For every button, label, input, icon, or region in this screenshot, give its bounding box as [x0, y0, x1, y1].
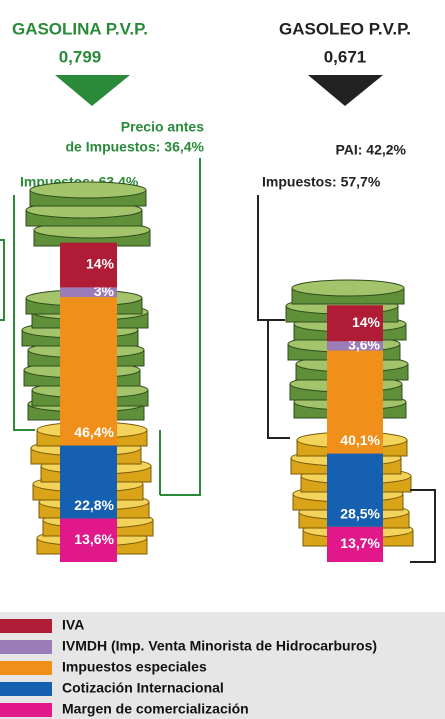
annotation: de Impuestos: 36,4% — [66, 139, 205, 155]
brackets — [0, 158, 436, 563]
bar-segment — [60, 445, 117, 519]
gasoleo-arrow — [308, 75, 383, 106]
annotation: PAI: 42,2% — [335, 142, 406, 158]
value-label: 13,6% — [74, 531, 114, 547]
gasolina-price: 0,799 — [59, 47, 102, 66]
legend-swatch — [0, 640, 52, 654]
bar-segment — [60, 297, 117, 446]
gasolina-title: GASOLINA P.V.P. — [12, 19, 148, 38]
bar-segment — [327, 453, 383, 527]
value-label: 40,1% — [340, 432, 380, 448]
value-label: 46,4% — [74, 424, 114, 440]
value-label: 22,8% — [74, 497, 114, 513]
legend-swatch — [0, 661, 52, 675]
annotation: Impuestos: 57,7% — [262, 174, 381, 190]
coin-top — [29, 181, 147, 199]
legend-swatch — [0, 703, 52, 717]
bar-segment — [60, 518, 117, 562]
legend-swatch — [0, 619, 52, 633]
value-label: 14% — [86, 256, 115, 272]
bar-segment — [327, 305, 383, 342]
value-label: 28,5% — [340, 505, 380, 521]
legend-label: Margen de comercialización — [62, 701, 249, 717]
bar-segment — [60, 242, 117, 288]
bar-segment — [327, 526, 383, 562]
value-label: 14% — [352, 314, 381, 330]
gasoleo-price: 0,671 — [324, 47, 367, 66]
coin-top — [291, 279, 405, 297]
legend-label: IVA — [62, 617, 84, 633]
legend: IVA IVMDH (Imp. Venta Minorista de Hidroc… — [0, 617, 377, 717]
bar-segment — [327, 341, 383, 351]
legend-background — [0, 612, 445, 719]
legend-label: Impuestos especiales — [62, 659, 207, 675]
bar-segment — [60, 287, 117, 298]
annotation: Precio antes — [121, 119, 204, 135]
bar-segment — [327, 350, 383, 454]
legend-label: IVMDH (Imp. Venta Minorista de Hidrocarb… — [62, 638, 377, 654]
bars: 13,6%22,8%46,4%3%14%13,7%28,5%40,1%3,6%1… — [60, 242, 383, 562]
gasoleo-title: GASOLEO P.V.P. — [279, 19, 411, 38]
legend-label: Cotización Internacional — [62, 680, 224, 696]
legend-swatch — [0, 682, 52, 696]
gasolina-arrow — [55, 75, 130, 106]
value-label: 13,7% — [340, 535, 380, 551]
